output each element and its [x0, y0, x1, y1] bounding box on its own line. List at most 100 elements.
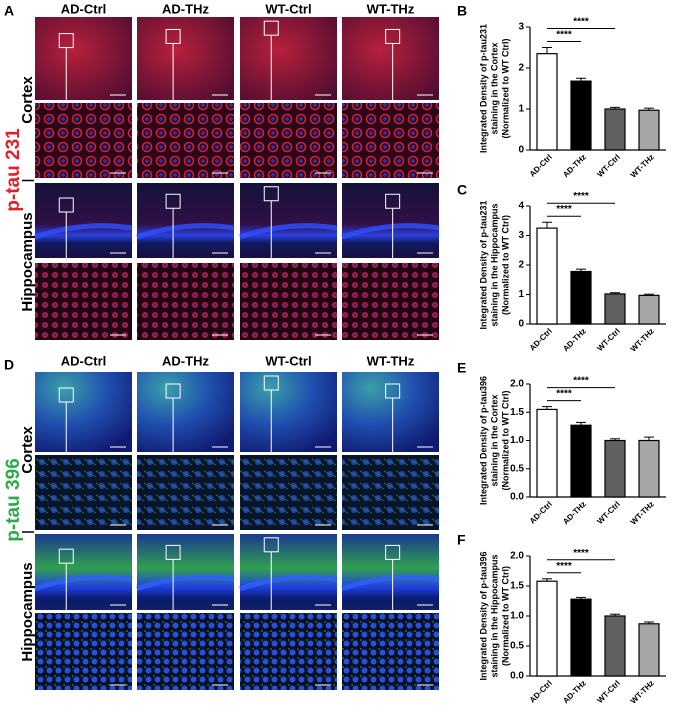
y-axis-label: Integrated Density of p-tau396 [478, 551, 488, 680]
y-tick-label: 4 [518, 201, 524, 212]
x-tick-label: WT-THz [629, 500, 656, 527]
x-tick-label: AD-THz [561, 679, 588, 706]
column-label: AD-Ctrl [61, 353, 107, 368]
micrograph [35, 534, 132, 610]
bar-chart: C Integrated Density of p-tau231 staining … [457, 182, 666, 354]
region-label: Cortex [19, 76, 36, 124]
tissue-band [341, 574, 440, 592]
micrograph [342, 372, 439, 452]
tissue-band [34, 574, 133, 592]
column-label: WT-Ctrl [265, 1, 311, 16]
y-axis-label: staining in the Cortex [489, 394, 499, 486]
micrograph [240, 183, 337, 258]
y-tick-label: 0 [518, 145, 524, 156]
bar [604, 108, 626, 151]
image-panels: A AD-Ctrl AD-THz WT-Ctrl WT-THz p-tau 231 Cort… [3, 1, 440, 690]
y-tick-label: 2 [518, 260, 524, 271]
tissue-band [136, 223, 235, 240]
bar [570, 80, 592, 151]
y-tick-label: 3 [518, 230, 524, 241]
micrograph [137, 455, 234, 530]
micrograph [35, 372, 132, 452]
micrograph [342, 183, 439, 258]
tissue-band [341, 223, 440, 240]
panel-letter: E [457, 360, 466, 376]
y-tick-label: 0.5 [510, 641, 524, 652]
micrograph [342, 263, 439, 340]
micrograph [240, 534, 337, 610]
bar [638, 439, 660, 498]
y-axis-label: (Normalized to WT Ctrl) [500, 215, 510, 315]
y-tick-label: 1.5 [510, 581, 524, 592]
y-axis-label: (Normalized to WT Ctrl) [500, 391, 510, 491]
significance-label: **** [573, 17, 589, 28]
bar [536, 580, 558, 677]
micrograph [35, 183, 132, 258]
bar-chart: F Integrated Density of p-tau396 staining … [457, 532, 666, 706]
micrograph [240, 17, 337, 100]
column-label: WT-Ctrl [265, 353, 311, 368]
y-tick-label: 0.0 [510, 671, 524, 682]
bar [536, 408, 558, 498]
region-label: Cortex [19, 426, 36, 474]
micrograph [35, 263, 132, 340]
micrograph [137, 183, 234, 258]
tissue-band [239, 223, 338, 240]
y-tick-label: 2 [518, 63, 524, 74]
y-tick-label: 2.0 [510, 379, 524, 390]
x-tick-label: AD-Ctrl [528, 500, 554, 526]
micrograph [35, 17, 132, 100]
y-tick-label: 1.0 [510, 611, 524, 622]
y-axis-label: staining in the Hippocampus [489, 554, 499, 677]
micrograph [35, 103, 132, 178]
significance-label: **** [573, 376, 589, 387]
micrograph [137, 17, 234, 100]
x-tick-label: WT-Ctrl [595, 679, 621, 705]
column-label: WT-THz [367, 1, 415, 16]
y-axis-label: Integrated Density of p-tau396 [478, 376, 488, 505]
bar [604, 615, 626, 677]
significance-label: **** [573, 548, 589, 559]
significance-label: **** [556, 561, 572, 572]
bar [604, 439, 626, 498]
bar [638, 623, 660, 677]
x-tick-label: WT-THz [629, 327, 656, 354]
bar [604, 293, 626, 325]
y-tick-label: 1.0 [510, 435, 524, 446]
x-tick-label: WT-THz [629, 679, 656, 706]
micrograph [342, 103, 439, 178]
micrograph [35, 455, 132, 530]
x-tick-label: WT-Ctrl [595, 153, 621, 179]
micrograph [240, 372, 337, 452]
y-axis-label: (Normalized to WT Ctrl) [500, 39, 510, 139]
region-label: Hippocampus [19, 212, 36, 311]
micrograph [240, 613, 337, 690]
tissue-band [239, 574, 338, 592]
y-tick-label: 0.0 [510, 492, 524, 503]
y-axis-label: staining in the Cortex [489, 42, 499, 134]
tissue-band [34, 223, 133, 240]
bar-chart: E Integrated Density of p-tau396 staining … [457, 360, 666, 527]
tissue-band [136, 574, 235, 592]
column-label: AD-THz [162, 353, 209, 368]
significance-label: **** [556, 204, 572, 215]
x-tick-label: AD-THz [561, 327, 588, 354]
panel-letter: B [457, 3, 467, 19]
y-tick-label: 2.0 [510, 551, 524, 562]
micrograph [137, 103, 234, 178]
y-tick-label: 0.5 [510, 463, 524, 474]
y-tick-label: 0 [518, 319, 524, 330]
x-tick-label: AD-THz [561, 153, 588, 180]
x-tick-label: WT-Ctrl [595, 500, 621, 526]
x-tick-label: WT-THz [629, 153, 656, 180]
column-label: AD-THz [162, 1, 209, 16]
x-tick-label: WT-Ctrl [595, 327, 621, 353]
panel-letter: F [457, 532, 466, 548]
region-label: Hippocampus [19, 562, 36, 661]
panel-letter: D [4, 357, 14, 373]
panel-letter: C [457, 182, 467, 198]
x-tick-label: AD-THz [561, 500, 588, 527]
bar [570, 424, 592, 498]
micrograph [342, 455, 439, 530]
bar [570, 598, 592, 677]
